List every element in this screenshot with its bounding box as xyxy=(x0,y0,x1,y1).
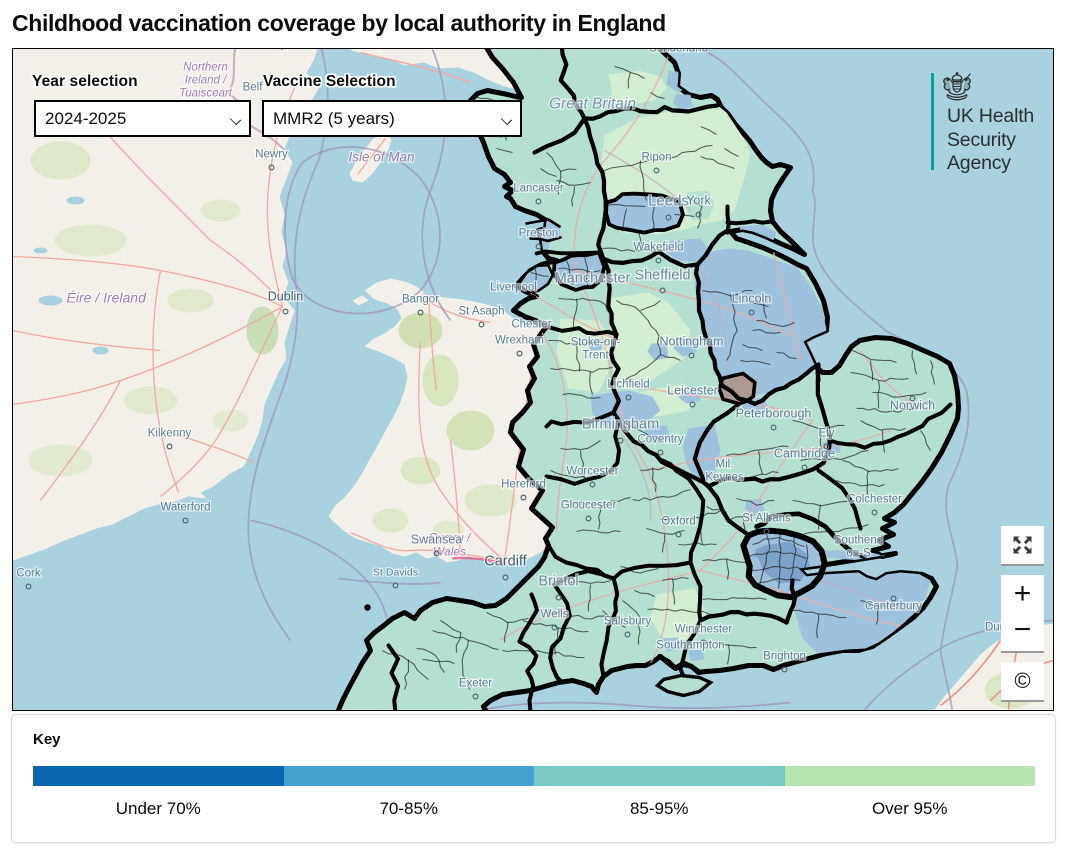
svg-text:Southend: Southend xyxy=(834,535,883,547)
svg-text:Oxford: Oxford xyxy=(661,516,696,528)
svg-text:Sunderland: Sunderland xyxy=(649,49,708,55)
svg-text:Southampton: Southampton xyxy=(656,640,724,652)
svg-text:Great Britain: Great Britain xyxy=(549,96,636,113)
svg-text:Salisbury: Salisbury xyxy=(604,616,652,628)
svg-text:Wales: Wales xyxy=(433,545,466,559)
svg-text:Kilkenny: Kilkenny xyxy=(148,428,192,440)
svg-text:Birmingham: Birmingham xyxy=(582,417,659,433)
svg-text:Liverpool: Liverpool xyxy=(490,282,537,294)
svg-text:Canterbury: Canterbury xyxy=(865,601,922,613)
svg-text:Cymru /: Cymru / xyxy=(429,531,473,545)
svg-text:Preston: Preston xyxy=(519,228,559,240)
svg-text:Wells: Wells xyxy=(541,609,569,621)
svg-text:Ripon: Ripon xyxy=(641,152,671,164)
svg-text:Peterborough: Peterborough xyxy=(736,407,812,421)
svg-text:Trent: Trent xyxy=(582,350,609,362)
svg-text:Northern: Northern xyxy=(183,62,228,74)
svg-text:Tuaisceart: Tuaisceart xyxy=(179,88,233,100)
svg-text:Bristol: Bristol xyxy=(538,574,578,590)
svg-text:Cambridge: Cambridge xyxy=(774,447,835,461)
svg-text:on-S: on-S xyxy=(846,548,871,560)
svg-text:Exeter: Exeter xyxy=(459,678,492,690)
svg-text:Ireland /: Ireland / xyxy=(185,75,228,87)
svg-text:Nottingham: Nottingham xyxy=(660,335,724,349)
svg-text:Wakefield: Wakefield xyxy=(633,242,683,254)
svg-text:Norwich: Norwich xyxy=(890,399,935,413)
svg-text:Coventry: Coventry xyxy=(637,434,683,446)
svg-text:Leicester: Leicester xyxy=(667,384,718,398)
svg-text:York: York xyxy=(686,194,711,208)
svg-text:Chester: Chester xyxy=(511,319,551,331)
svg-text:St Davids: St Davids xyxy=(373,567,418,579)
svg-text:Stoke-on-: Stoke-on- xyxy=(571,337,621,349)
svg-text:Bangor: Bangor xyxy=(402,294,439,306)
svg-text:Isle of Man: Isle of Man xyxy=(348,150,414,165)
svg-text:Leeds: Leeds xyxy=(648,193,689,210)
svg-text:Ely: Ely xyxy=(819,428,835,440)
svg-text:Belf: Belf xyxy=(243,82,264,94)
svg-text:Waterford: Waterford xyxy=(160,502,210,514)
svg-text:Lichfield: Lichfield xyxy=(607,379,649,391)
svg-text:Worcester: Worcester xyxy=(566,466,618,478)
svg-text:Newry: Newry xyxy=(255,149,288,161)
svg-text:Dublin: Dublin xyxy=(268,290,303,304)
svg-text:Cardiff: Cardiff xyxy=(484,554,527,570)
svg-text:Hereford: Hereford xyxy=(501,479,546,491)
svg-text:Keynes: Keynes xyxy=(705,472,744,484)
svg-text:Winchester: Winchester xyxy=(675,624,733,636)
svg-text:St Albans: St Albans xyxy=(742,513,791,525)
svg-text:Wrexham: Wrexham xyxy=(495,335,544,347)
svg-text:St Asaph: St Asaph xyxy=(458,306,504,318)
svg-text:Mil.: Mil. xyxy=(716,459,734,471)
svg-text:Manchester: Manchester xyxy=(555,271,631,287)
svg-text:Lincoln: Lincoln xyxy=(732,292,772,306)
svg-text:Londonderry: Londonderry xyxy=(225,49,287,51)
svg-text:Éire / Ireland: Éire / Ireland xyxy=(67,290,148,306)
svg-text:Cork: Cork xyxy=(16,568,41,580)
svg-text:Swansea: Swansea xyxy=(411,533,462,547)
svg-text:Sheffield: Sheffield xyxy=(634,268,690,284)
svg-text:Brighton: Brighton xyxy=(763,651,806,663)
svg-text:Colchester: Colchester xyxy=(847,494,902,506)
svg-text:Lancaster: Lancaster xyxy=(513,183,564,195)
svg-text:Gloucester: Gloucester xyxy=(561,500,617,512)
